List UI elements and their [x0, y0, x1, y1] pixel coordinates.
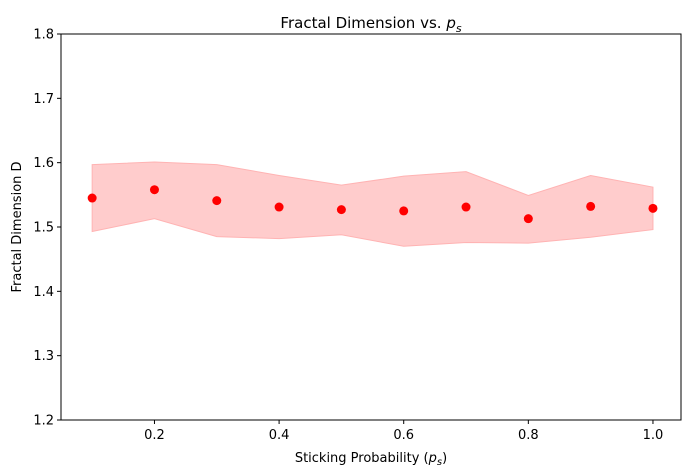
data-point: [212, 196, 222, 206]
y-tick-label: 1.7: [33, 92, 54, 107]
data-point: [399, 206, 409, 216]
confidence-band-layer: [91, 161, 654, 247]
y-axis-ticks: 1.2 1.3 1.4 1.5 1.6 1.7 1.8: [33, 28, 61, 429]
x-tick-label: 1.0: [643, 428, 664, 443]
data-point-layer: [87, 185, 658, 224]
data-point: [336, 205, 346, 215]
data-point: [461, 202, 471, 212]
y-tick-label: 1.8: [33, 28, 54, 43]
y-tick-label: 1.5: [33, 221, 54, 236]
x-tick-label: 0.8: [518, 428, 539, 443]
x-axis-ticks: 0.2 0.4 0.6 0.8 1.0: [144, 420, 663, 443]
y-axis-label: Fractal Dimension D: [10, 161, 25, 292]
x-axis-label: Sticking Probability (ps): [295, 451, 447, 468]
data-point: [149, 185, 159, 195]
y-tick-label: 1.6: [33, 156, 54, 171]
y-tick-label: 1.3: [33, 349, 54, 364]
y-tick-label: 1.4: [33, 285, 54, 300]
data-point: [274, 202, 284, 212]
x-tick-label: 0.6: [393, 428, 414, 443]
chart-title: Fractal Dimension vs. ps: [280, 14, 461, 35]
confidence-band: [91, 161, 654, 247]
data-point: [87, 193, 97, 203]
x-tick-label: 0.4: [269, 428, 290, 443]
x-tick-label: 0.2: [144, 428, 165, 443]
data-point: [586, 201, 596, 211]
data-point: [523, 214, 533, 224]
y-tick-label: 1.2: [33, 414, 54, 429]
data-point: [648, 203, 658, 213]
